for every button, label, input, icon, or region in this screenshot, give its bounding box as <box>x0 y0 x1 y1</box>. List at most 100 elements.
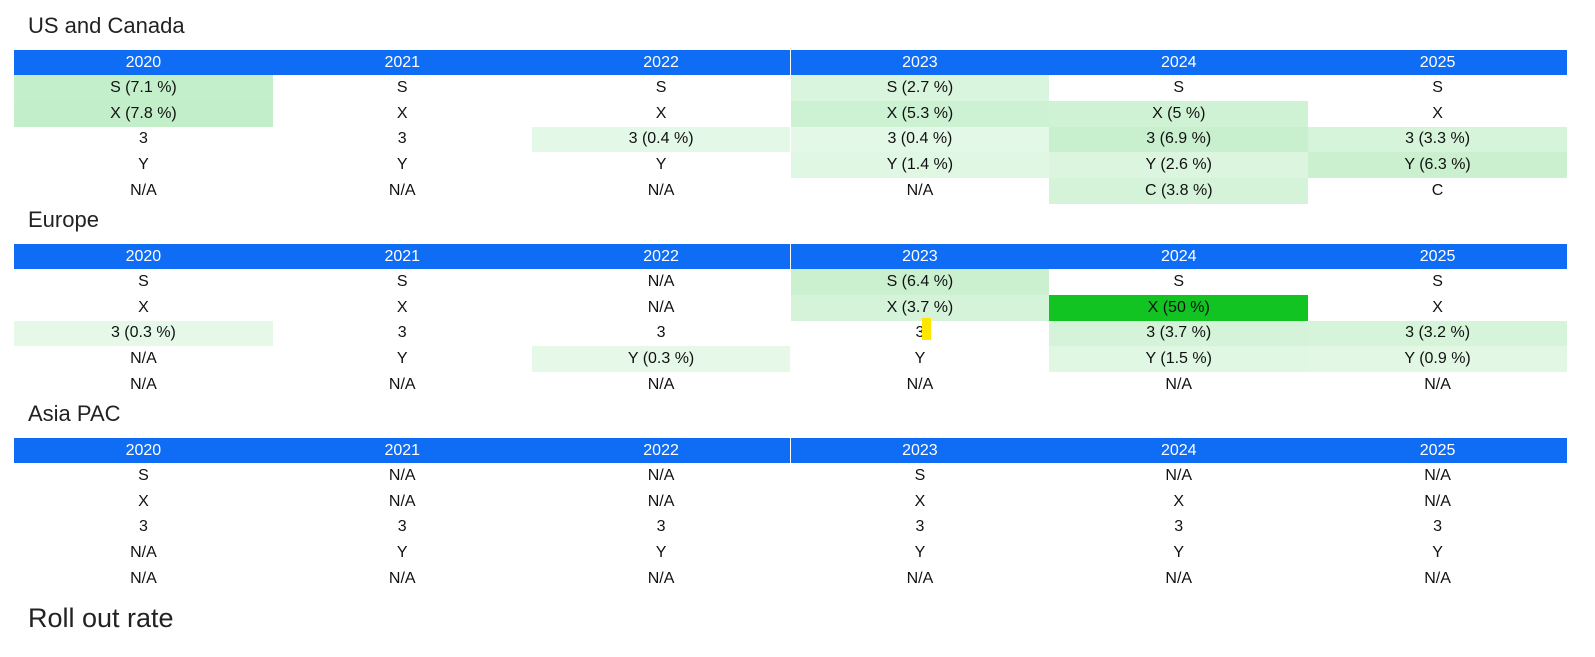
column-header: 2023 <box>790 50 1050 75</box>
column-header: 2024 <box>1049 244 1309 269</box>
table-cell: Y <box>1308 540 1567 567</box>
column-header: 2020 <box>14 50 273 75</box>
section-title: Asia PAC <box>28 401 121 426</box>
table-cell: S <box>531 75 791 101</box>
table-cell: X <box>14 294 273 321</box>
table-cell: N/A <box>531 488 791 515</box>
table-cell: 3 <box>272 126 532 153</box>
table-cell: N/A <box>272 372 532 398</box>
table-cell: N/A <box>1308 463 1567 489</box>
table-cell: N/A <box>531 463 791 489</box>
table-cell: 3 (0.4 %) <box>790 126 1050 153</box>
table-cell: S <box>1308 75 1567 101</box>
table-cell: Y <box>272 346 532 373</box>
table-cell: 3 (0.3 %) <box>14 320 273 347</box>
table-cell: N/A <box>272 566 532 592</box>
table-cell: N/A <box>531 372 791 398</box>
table-cell: Y <box>1049 540 1309 567</box>
table-cell: N/A <box>1308 372 1567 398</box>
table-cell: 3 <box>531 320 791 347</box>
table-cell: 3 <box>531 514 791 541</box>
table-cell: X (3.7 %) <box>790 294 1050 321</box>
table-cell: N/A <box>531 294 791 321</box>
column-header: 2020 <box>14 244 273 269</box>
table-cell: C (3.8 %) <box>1049 178 1309 204</box>
table-cell: N/A <box>14 346 273 373</box>
table-cell: S <box>790 463 1050 489</box>
column-header: 2024 <box>1049 50 1309 75</box>
table-cell: X <box>1308 100 1567 127</box>
table-cell: N/A <box>1308 488 1567 515</box>
table-cell: S <box>1049 75 1309 101</box>
table-cell: S <box>272 269 532 295</box>
table-cell: X <box>272 294 532 321</box>
table-cell: Y (1.5 %) <box>1049 346 1309 373</box>
table-cell: S (2.7 %) <box>790 75 1050 101</box>
table-cell: X <box>14 488 273 515</box>
table-cell: S <box>1308 269 1567 295</box>
table-cell: 3 (3.2 %) <box>1308 320 1567 347</box>
column-header: 2023 <box>790 438 1050 463</box>
column-header: 2023 <box>790 244 1050 269</box>
table-cell: S (6.4 %) <box>790 269 1050 295</box>
table-cell: 3 <box>272 320 532 347</box>
column-header: 2021 <box>272 50 532 75</box>
table-cell: S <box>14 463 273 489</box>
column-header: 2024 <box>1049 438 1309 463</box>
section-title: US and Canada <box>28 13 185 38</box>
table-cell: Y (0.9 %) <box>1308 346 1567 373</box>
table-cell: X (7.8 %) <box>14 100 273 127</box>
table-cell: Y <box>531 540 791 567</box>
table-cell: X <box>1049 488 1309 515</box>
table-cell: 3 <box>14 126 273 153</box>
table-cell: C <box>1308 178 1567 204</box>
table-cell: Y <box>272 540 532 567</box>
table-cell: Y <box>14 152 273 179</box>
column-header: 2022 <box>531 50 791 75</box>
table-cell: S <box>272 75 532 101</box>
table-cell: X <box>272 100 532 127</box>
table-cell: Y (1.4 %) <box>790 152 1050 179</box>
table-cell: N/A <box>272 463 532 489</box>
table-cell: 3 <box>790 514 1050 541</box>
table-cell: 3 <box>1308 514 1567 541</box>
table-cell: 3 (3.7 %) <box>1049 320 1309 347</box>
table-cell: 3 (0.4 %) <box>531 126 791 153</box>
cursor-highlight <box>922 318 931 340</box>
table-cell: X (5 %) <box>1049 100 1309 127</box>
table-cell: N/A <box>790 178 1050 204</box>
table-cell: Y <box>272 152 532 179</box>
table-cell: N/A <box>272 488 532 515</box>
table-cell: S <box>14 269 273 295</box>
table-cell: X <box>531 100 791 127</box>
table-cell: X (5.3 %) <box>790 100 1050 127</box>
table-cell: Y <box>531 152 791 179</box>
table-cell: 3 <box>1049 514 1309 541</box>
column-header: 2025 <box>1308 438 1567 463</box>
table-cell: Y (6.3 %) <box>1308 152 1567 179</box>
table-cell: X (50 %) <box>1049 294 1309 321</box>
table-cell: N/A <box>531 566 791 592</box>
column-header: 2022 <box>531 244 791 269</box>
column-header: 2020 <box>14 438 273 463</box>
table-cell: Y (0.3 %) <box>531 346 791 373</box>
table-cell: N/A <box>14 178 273 204</box>
table-cell: 3 (6.9 %) <box>1049 126 1309 153</box>
table-cell: N/A <box>790 566 1050 592</box>
table-cell: N/A <box>1308 566 1567 592</box>
table-cell: N/A <box>272 178 532 204</box>
column-header: 2022 <box>531 438 791 463</box>
table-cell: N/A <box>1049 566 1309 592</box>
table-cell: X <box>1308 294 1567 321</box>
section-title: Europe <box>28 207 99 232</box>
table-cell: N/A <box>14 540 273 567</box>
table-cell: 3 (3.3 %) <box>1308 126 1567 153</box>
table-cell: N/A <box>14 566 273 592</box>
table-cell: S <box>1049 269 1309 295</box>
table-cell: N/A <box>14 372 273 398</box>
table-cell: N/A <box>531 178 791 204</box>
table-cell: 3 <box>272 514 532 541</box>
column-header: 2025 <box>1308 50 1567 75</box>
table-cell: 3 <box>14 514 273 541</box>
